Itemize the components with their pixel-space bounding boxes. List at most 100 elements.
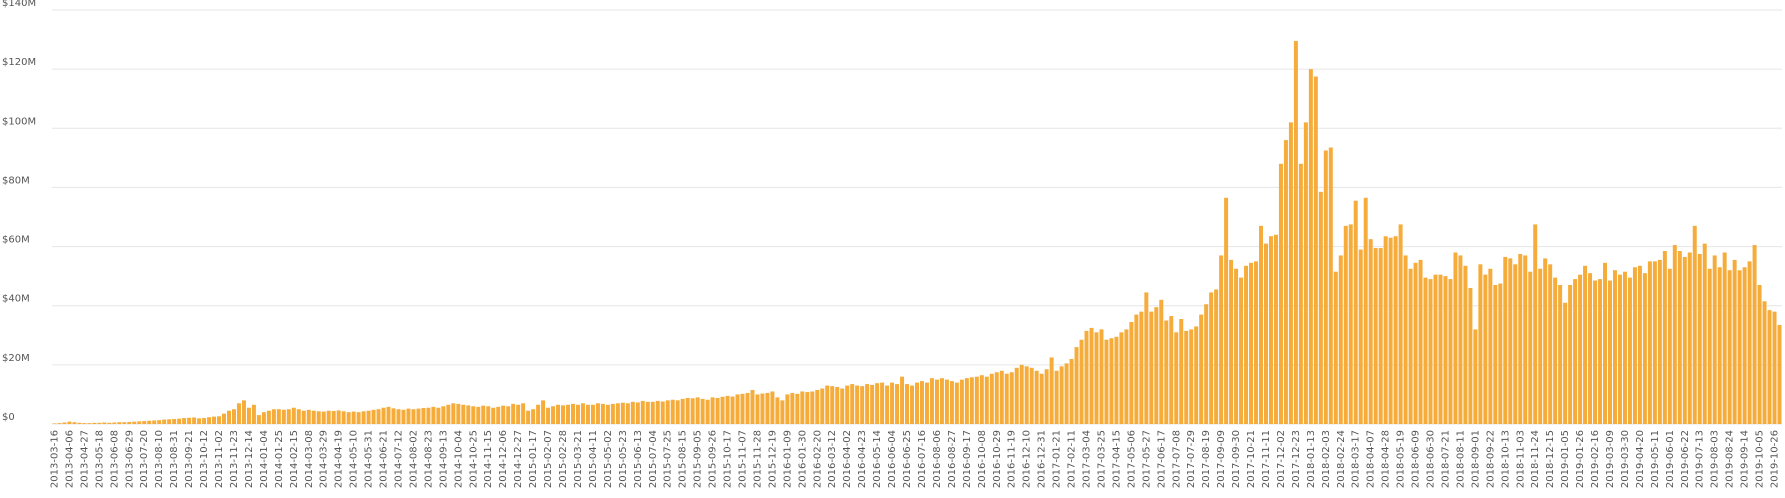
- bar: [1498, 283, 1503, 424]
- bar: [999, 370, 1004, 424]
- x-tick-label: 2019-05-11: [1650, 430, 1661, 488]
- bar: [665, 400, 670, 424]
- x-tick-label: 2015-06-13: [633, 430, 644, 488]
- bar: [959, 379, 964, 424]
- bar: [1598, 279, 1603, 424]
- x-tick-label: 2013-09-21: [184, 430, 195, 488]
- bar: [261, 412, 266, 424]
- bar: [1717, 267, 1722, 424]
- bar: [102, 422, 107, 424]
- bar: [630, 401, 635, 424]
- bar: [855, 385, 860, 424]
- bar: [1229, 259, 1234, 424]
- bar: [1463, 265, 1468, 424]
- bar: [276, 409, 281, 424]
- bar: [441, 406, 446, 424]
- bar: [127, 421, 132, 424]
- bar: [745, 392, 750, 424]
- x-tick-label: 2016-04-02: [842, 430, 853, 488]
- bar: [1617, 274, 1622, 424]
- x-tick-label: 2016-02-20: [812, 430, 823, 488]
- bar: [1204, 304, 1209, 424]
- x-tick-label: 2018-09-01: [1470, 430, 1481, 488]
- x-tick-label: 2013-08-31: [169, 430, 180, 488]
- bar: [934, 379, 939, 424]
- bar: [725, 395, 730, 424]
- bar: [436, 407, 441, 424]
- bar: [595, 403, 600, 424]
- bar: [1024, 366, 1029, 424]
- bar: [580, 403, 585, 424]
- x-tick-label: 2016-10-29: [992, 430, 1003, 488]
- bar: [1074, 347, 1079, 424]
- bar: [1408, 268, 1413, 424]
- bar: [1348, 224, 1353, 424]
- bar: [1573, 279, 1578, 424]
- bar: [750, 389, 755, 424]
- bar: [675, 400, 680, 424]
- bar: [1508, 258, 1513, 424]
- bar: [670, 399, 675, 424]
- bar: [1483, 274, 1488, 424]
- x-tick-label: 2019-02-16: [1590, 430, 1601, 488]
- bar: [1273, 234, 1278, 424]
- bar: [600, 403, 605, 424]
- x-tick-label: 2016-01-30: [797, 430, 808, 488]
- x-tick-label: 2018-11-03: [1515, 430, 1526, 488]
- x-tick-label: 2016-12-10: [1022, 430, 1033, 488]
- bar: [620, 402, 625, 424]
- bar: [1323, 150, 1328, 424]
- x-tick-label: 2017-06-17: [1156, 430, 1167, 488]
- bar: [446, 404, 451, 424]
- x-tick-label: 2014-09-13: [438, 430, 449, 488]
- bar: [456, 403, 461, 424]
- bar: [526, 410, 531, 424]
- bar: [1244, 265, 1249, 424]
- x-tick-label: 2018-03-17: [1351, 430, 1362, 488]
- bar: [1448, 279, 1453, 424]
- x-tick-label: 2018-11-24: [1530, 430, 1541, 488]
- bar: [740, 393, 745, 424]
- bar: [1403, 255, 1408, 424]
- bar: [830, 386, 835, 424]
- bar: [880, 382, 885, 424]
- bar: [466, 405, 471, 424]
- x-tick-label: 2019-09-14: [1740, 430, 1751, 488]
- bar: [391, 408, 396, 424]
- bar: [496, 406, 501, 424]
- bar: [286, 409, 291, 424]
- bar: [860, 386, 865, 424]
- bar: [137, 421, 142, 424]
- bar: [710, 397, 715, 424]
- bar: [157, 420, 162, 424]
- bar: [1034, 370, 1039, 424]
- bar: [1094, 332, 1099, 424]
- bar: [1413, 262, 1418, 424]
- bar: [979, 375, 984, 424]
- x-tick-label: 2016-08-27: [947, 430, 958, 488]
- bar: [1712, 255, 1717, 424]
- x-tick-label: 2016-12-31: [1037, 430, 1048, 488]
- bar: [386, 406, 391, 424]
- x-tick-label: 2019-08-24: [1725, 430, 1736, 488]
- bar: [1358, 249, 1363, 424]
- bar: [795, 393, 800, 424]
- bar: [167, 419, 172, 424]
- bar: [1473, 329, 1478, 424]
- bar: [1553, 277, 1558, 424]
- bar: [381, 407, 386, 424]
- x-tick-label: 2017-03-25: [1096, 430, 1107, 488]
- x-tick-label: 2013-11-02: [214, 430, 225, 488]
- x-tick-label: 2014-12-27: [513, 430, 524, 488]
- bar: [790, 392, 795, 424]
- x-tick-label: 2013-08-10: [154, 430, 165, 488]
- y-tick-label: $0: [2, 412, 15, 423]
- bar: [755, 394, 760, 424]
- bar: [605, 404, 610, 424]
- bar: [281, 409, 286, 424]
- bar: [351, 411, 356, 424]
- x-tick-label: 2014-05-10: [349, 430, 360, 488]
- bar: [1732, 259, 1737, 424]
- bar: [1363, 197, 1368, 424]
- bar: [1009, 372, 1014, 424]
